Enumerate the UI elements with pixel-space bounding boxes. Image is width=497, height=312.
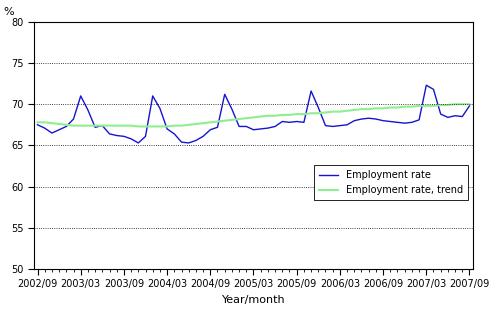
Employment rate — [467, 104, 473, 108]
Employment rate, trend — [193, 122, 199, 126]
Employment rate, trend — [121, 124, 127, 128]
Employment rate — [416, 118, 422, 122]
Employment rate — [121, 134, 127, 138]
Employment rate, trend — [135, 124, 141, 128]
X-axis label: Year/month: Year/month — [222, 295, 285, 305]
Employment rate, trend — [272, 114, 278, 118]
Employment rate — [34, 123, 40, 127]
Employment rate — [301, 120, 307, 124]
Line: Employment rate: Employment rate — [37, 85, 470, 143]
Employment rate — [143, 134, 149, 138]
Employment rate, trend — [301, 112, 307, 116]
Text: %: % — [3, 7, 14, 17]
Legend: Employment rate, Employment rate, trend: Employment rate, Employment rate, trend — [314, 165, 468, 200]
Employment rate, trend — [452, 102, 458, 106]
Employment rate — [135, 141, 141, 145]
Employment rate, trend — [467, 102, 473, 106]
Employment rate, trend — [34, 120, 40, 124]
Employment rate — [423, 83, 429, 87]
Employment rate, trend — [143, 124, 149, 128]
Employment rate, trend — [416, 104, 422, 108]
Employment rate — [193, 139, 199, 142]
Employment rate — [272, 124, 278, 128]
Line: Employment rate, trend: Employment rate, trend — [37, 104, 470, 126]
